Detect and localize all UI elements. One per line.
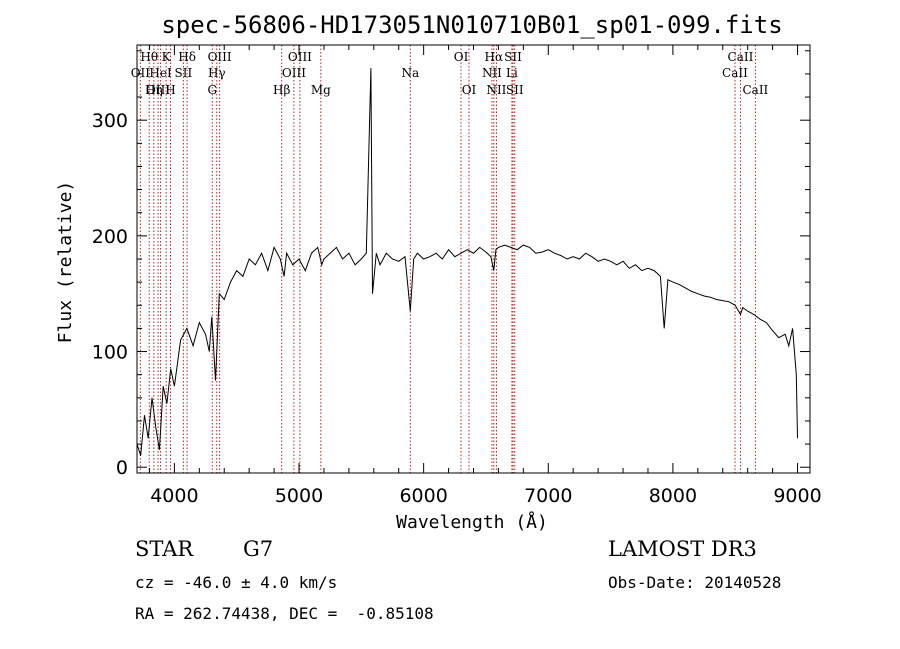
spectral-line-label: CaII <box>728 50 754 64</box>
y-tick-label: 300 <box>92 110 128 132</box>
spectral-line-label: Hθ <box>140 50 158 64</box>
spectral-line-label: OII <box>131 66 151 80</box>
x-tick-label: 9000 <box>773 485 821 507</box>
plot-frame <box>136 44 811 474</box>
spectral-line-label: OI <box>462 83 477 97</box>
spectrum-line <box>136 68 798 456</box>
redshift-velocity: cz = -46.0 ± 4.0 km/s <box>135 573 338 592</box>
x-tick-label: 8000 <box>649 485 697 507</box>
spectral-line-label: Hδ <box>178 50 196 64</box>
spectral-line-label: OI <box>454 50 469 64</box>
spectral-line-label: CaII <box>722 66 748 80</box>
spectral-line-label: Mg <box>311 83 331 97</box>
y-axis: 0 100 200 300 <box>92 50 810 479</box>
x-tick-label: 4000 <box>150 485 198 507</box>
spectral-line-label: Hα <box>485 50 504 64</box>
spectral-line-label: OIII <box>208 50 232 64</box>
spectral-line-label: SII <box>504 50 522 64</box>
spectral-line-label: NII <box>486 83 506 97</box>
spectral-line-label: Na <box>401 66 419 80</box>
spectral-line-label: NII <box>482 66 502 80</box>
survey-name: LAMOST DR3 <box>608 537 757 561</box>
spectral-line-label: SII <box>506 83 524 97</box>
observation-date: Obs-Date: 20140528 <box>608 573 782 592</box>
spectrum-series <box>136 68 798 456</box>
spectral-line-label: SII <box>175 66 193 80</box>
spectral-line-label: OIII <box>282 66 306 80</box>
spectral-line-label: OIII <box>288 50 312 64</box>
y-tick-label: 100 <box>92 342 128 364</box>
y-axis-label: Flux (relative) <box>55 181 76 344</box>
x-tick-label: 6000 <box>399 485 447 507</box>
spectral-line-label: CaII <box>742 83 768 97</box>
spectral-line-label: H <box>165 83 175 97</box>
spectral-line-label: K <box>162 50 172 64</box>
spectral-line-label: G <box>207 83 217 97</box>
spectral-line-label: Hγ <box>208 66 226 80</box>
coordinates: RA = 262.74438, DEC = -0.85108 <box>135 604 434 623</box>
x-axis: 4000 5000 6000 7000 8000 9000 <box>148 45 822 507</box>
spectral-subclass: G7 <box>243 537 274 561</box>
spectral-line-markers <box>139 45 756 473</box>
spectral-line-label: Li <box>506 66 518 80</box>
x-axis-label: Wavelength (Å) <box>396 511 548 533</box>
x-tick-label: 7000 <box>524 485 572 507</box>
x-tick-label: 5000 <box>275 485 323 507</box>
spectral-line-label: HeI <box>149 66 172 80</box>
spectral-line-label: Hβ <box>273 83 290 97</box>
y-tick-label: 200 <box>92 226 128 248</box>
y-tick-label: 0 <box>116 457 128 479</box>
spectral-line-label: Hη <box>145 83 163 97</box>
spectral-line-label: OIII <box>146 83 170 97</box>
chart-title: spec-56806-HD173051N010710B01_sp01-099.f… <box>161 11 782 39</box>
object-type: STAR <box>135 537 194 561</box>
